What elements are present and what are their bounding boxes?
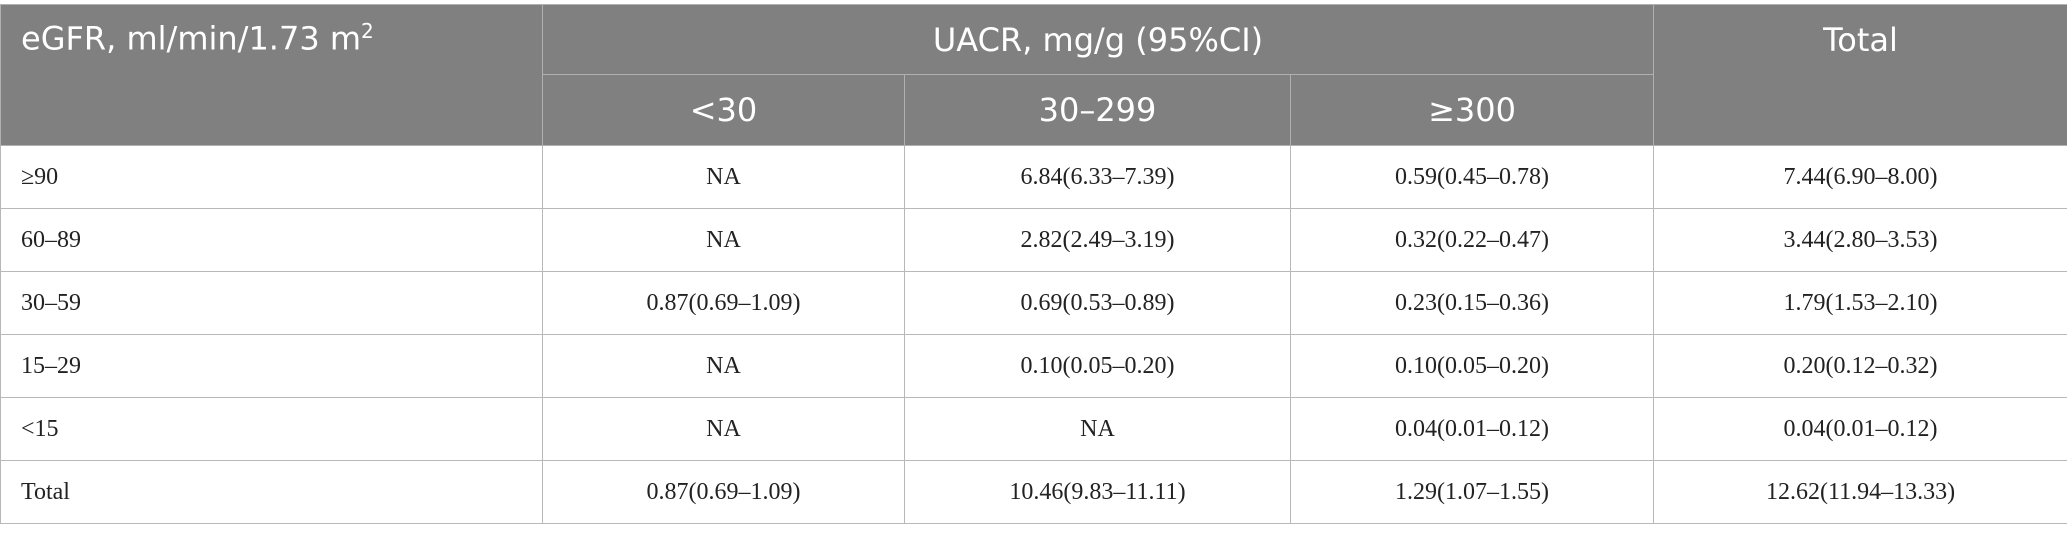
data-cell: NA bbox=[543, 335, 905, 398]
header-cell: 30–299 bbox=[905, 75, 1291, 146]
row-header: Total bbox=[1, 461, 543, 524]
data-cell: NA bbox=[905, 398, 1291, 461]
row-header: ≥90 bbox=[1, 146, 543, 209]
header-cell: Total bbox=[1654, 5, 2067, 146]
data-cell: NA bbox=[543, 398, 905, 461]
data-cell: 0.20(0.12–0.32) bbox=[1654, 335, 2067, 398]
header-cell: <30 bbox=[543, 75, 905, 146]
data-cell: 3.44(2.80–3.53) bbox=[1654, 209, 2067, 272]
data-cell: 1.79(1.53–2.10) bbox=[1654, 272, 2067, 335]
data-cell: 2.82(2.49–3.19) bbox=[905, 209, 1291, 272]
header-cell: ≥300 bbox=[1291, 75, 1654, 146]
data-cell: 12.62(11.94–13.33) bbox=[1654, 461, 2067, 524]
data-table: eGFR, ml/min/1.73 m2 UACR, mg/g (95%CI) … bbox=[0, 4, 2067, 524]
page: {"table": { "header": { "egfr": "eGFR, m… bbox=[0, 4, 2067, 533]
data-cell: 0.32(0.22–0.47) bbox=[1291, 209, 1654, 272]
data-cell: 0.69(0.53–0.89) bbox=[905, 272, 1291, 335]
header-text: eGFR, ml/min/1.73 m bbox=[21, 20, 361, 58]
header-cell: UACR, mg/g (95%CI) bbox=[543, 5, 1654, 75]
data-cell: 7.44(6.90–8.00) bbox=[1654, 146, 2067, 209]
data-cell: 0.87(0.69–1.09) bbox=[543, 272, 905, 335]
data-cell: 10.46(9.83–11.11) bbox=[905, 461, 1291, 524]
data-cell: 6.84(6.33–7.39) bbox=[905, 146, 1291, 209]
data-cell: 0.10(0.05–0.20) bbox=[1291, 335, 1654, 398]
data-cell: 0.04(0.01–0.12) bbox=[1654, 398, 2067, 461]
data-cell: 0.23(0.15–0.36) bbox=[1291, 272, 1654, 335]
superscript: 2 bbox=[361, 19, 374, 43]
data-cell: NA bbox=[543, 209, 905, 272]
data-cell: 0.04(0.01–0.12) bbox=[1291, 398, 1654, 461]
data-cell: 0.59(0.45–0.78) bbox=[1291, 146, 1654, 209]
data-cell: NA bbox=[543, 146, 905, 209]
row-header: 60–89 bbox=[1, 209, 543, 272]
row-header: <15 bbox=[1, 398, 543, 461]
data-cell: 1.29(1.07–1.55) bbox=[1291, 461, 1654, 524]
row-header: 15–29 bbox=[1, 335, 543, 398]
row-header: 30–59 bbox=[1, 272, 543, 335]
data-cell: 0.87(0.69–1.09) bbox=[543, 461, 905, 524]
data-cell: 0.10(0.05–0.20) bbox=[905, 335, 1291, 398]
header-cell: eGFR, ml/min/1.73 m2 bbox=[1, 5, 543, 146]
